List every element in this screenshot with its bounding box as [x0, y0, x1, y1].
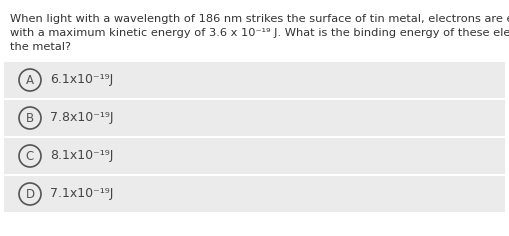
Text: 7.8x10⁻¹⁹J: 7.8x10⁻¹⁹J — [50, 111, 114, 125]
Text: with a maximum kinetic energy of 3.6 x 10⁻¹⁹ J. What is the binding energy of th: with a maximum kinetic energy of 3.6 x 1… — [10, 28, 509, 38]
Text: 6.1x10⁻¹⁹J: 6.1x10⁻¹⁹J — [50, 73, 113, 87]
Bar — [4, 176, 505, 212]
Text: D: D — [25, 187, 35, 201]
Text: 8.1x10⁻¹⁹J: 8.1x10⁻¹⁹J — [50, 149, 114, 163]
Text: B: B — [26, 111, 34, 125]
Text: the metal?: the metal? — [10, 42, 71, 52]
Text: 7.1x10⁻¹⁹J: 7.1x10⁻¹⁹J — [50, 187, 114, 201]
Bar — [4, 138, 505, 174]
Bar — [4, 100, 505, 136]
Bar — [4, 62, 505, 98]
Text: A: A — [26, 73, 34, 87]
Text: When light with a wavelength of 186 nm strikes the surface of tin metal, electro: When light with a wavelength of 186 nm s… — [10, 14, 509, 24]
Text: C: C — [26, 149, 34, 163]
